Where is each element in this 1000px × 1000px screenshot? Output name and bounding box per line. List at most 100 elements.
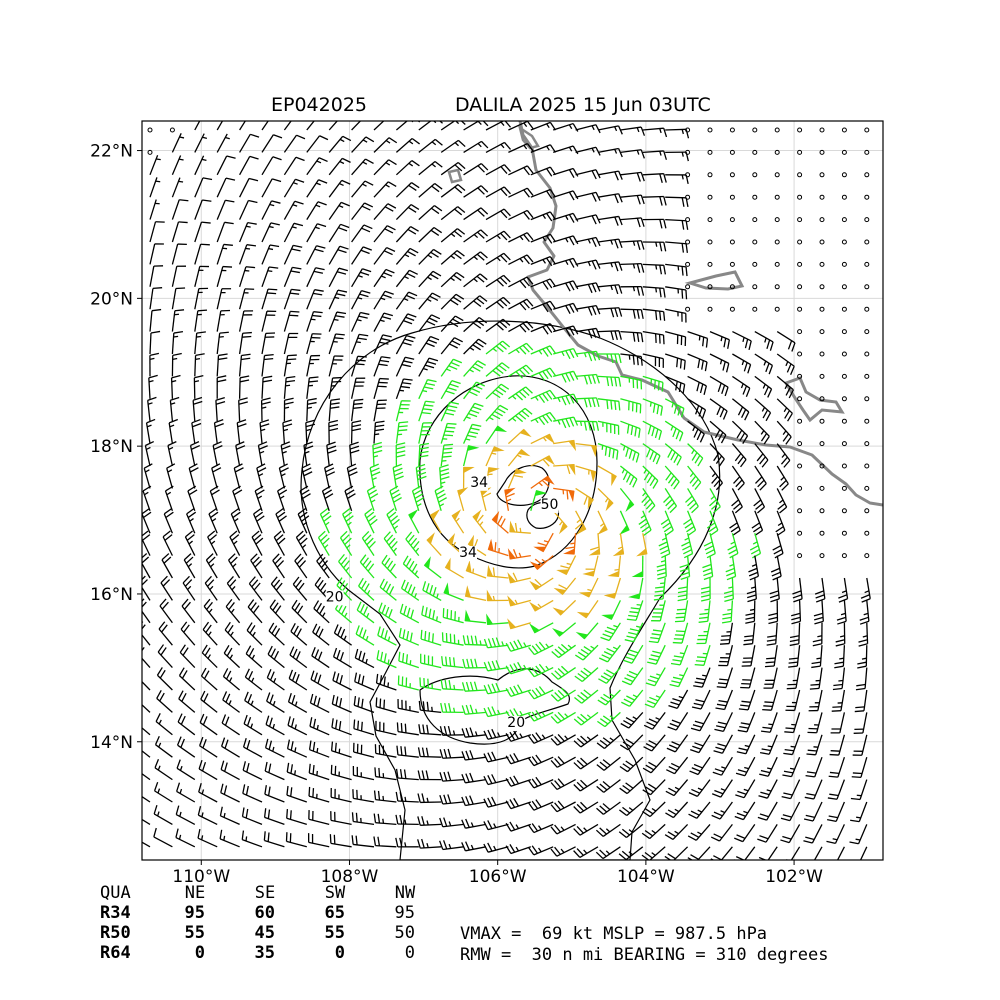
barb-staff bbox=[418, 121, 432, 131]
wind-barb bbox=[721, 600, 734, 624]
barb-staff bbox=[142, 818, 151, 825]
barb-feather bbox=[591, 170, 597, 180]
barb-staff bbox=[351, 268, 363, 288]
wind-barb bbox=[574, 667, 599, 683]
barb-feather bbox=[663, 219, 667, 229]
barb-feather bbox=[640, 263, 645, 273]
barb-feather bbox=[622, 806, 631, 814]
barb-feather bbox=[220, 760, 225, 770]
wind-barb bbox=[626, 600, 644, 621]
barb-feather bbox=[541, 479, 550, 487]
barb-feather bbox=[492, 391, 501, 399]
barb-feather bbox=[626, 635, 636, 639]
wind-barb bbox=[507, 595, 531, 607]
barb-feather bbox=[628, 614, 638, 618]
barb-half-feather bbox=[301, 544, 307, 549]
barb-feather bbox=[618, 284, 623, 294]
wind-barb bbox=[328, 398, 341, 422]
barb-feather bbox=[449, 401, 460, 405]
barb-staff bbox=[626, 779, 644, 795]
calm-marker bbox=[797, 463, 803, 469]
barb-staff bbox=[732, 331, 752, 342]
barb-feather bbox=[549, 300, 557, 310]
wind-barb bbox=[272, 553, 285, 579]
barb-feather bbox=[686, 526, 695, 533]
barb-feather bbox=[550, 826, 558, 835]
barb-feather bbox=[472, 423, 482, 427]
wind-barb bbox=[306, 289, 324, 310]
wind-barb bbox=[283, 288, 301, 310]
barb-staff bbox=[153, 836, 173, 848]
wind-barb bbox=[402, 555, 420, 579]
barb-feather bbox=[565, 418, 571, 428]
barb-feather bbox=[450, 361, 460, 367]
wind-barb bbox=[714, 712, 733, 733]
barb-feather bbox=[576, 737, 585, 746]
wind-barb bbox=[215, 397, 226, 422]
barb-feather bbox=[694, 663, 704, 666]
wind-barb bbox=[687, 420, 705, 443]
barb-feather bbox=[717, 382, 722, 393]
barb-feather bbox=[628, 631, 638, 636]
barb-feather bbox=[211, 463, 221, 469]
wind-barb bbox=[216, 199, 235, 220]
barb-feather bbox=[834, 661, 844, 665]
barb-staff bbox=[814, 756, 823, 778]
barb-feather bbox=[238, 401, 248, 405]
barb-feather bbox=[599, 827, 607, 835]
wind-barb bbox=[285, 832, 307, 848]
barb-feather bbox=[474, 635, 478, 645]
barb-feather bbox=[580, 691, 589, 699]
barb-feather bbox=[386, 225, 396, 231]
barb-staff bbox=[242, 792, 263, 803]
barb-staff bbox=[186, 513, 196, 534]
barb-feather bbox=[402, 629, 406, 639]
barb-half-feather bbox=[470, 822, 474, 827]
barb-feather bbox=[447, 748, 452, 759]
wind-barb bbox=[465, 560, 487, 579]
calm-marker bbox=[841, 441, 847, 447]
barb-feather bbox=[734, 837, 744, 843]
barb-feather bbox=[206, 601, 213, 610]
barb-half-feather bbox=[583, 849, 588, 854]
barb-staff bbox=[311, 655, 330, 669]
barb-flag bbox=[487, 467, 500, 474]
barb-feather bbox=[429, 273, 439, 280]
barb-half-feather bbox=[643, 469, 647, 474]
wind-barb bbox=[303, 441, 314, 467]
barb-feather bbox=[782, 433, 790, 442]
calm-marker bbox=[774, 284, 780, 290]
barb-staff bbox=[351, 246, 364, 265]
barb-feather bbox=[491, 660, 497, 670]
wind-barb bbox=[395, 269, 418, 288]
barb-feather bbox=[193, 400, 203, 405]
barb-feather bbox=[535, 709, 542, 719]
barb-staff bbox=[261, 333, 267, 355]
wind-barb bbox=[418, 335, 440, 355]
barb-feather bbox=[610, 400, 613, 410]
wind-barb bbox=[770, 555, 782, 581]
barb-feather bbox=[526, 276, 534, 285]
barb-staff bbox=[373, 422, 377, 444]
barb-feather bbox=[689, 502, 697, 510]
barb-feather bbox=[861, 598, 871, 603]
barb-feather bbox=[275, 508, 284, 515]
barb-feather bbox=[572, 145, 579, 155]
wind-barb bbox=[552, 599, 577, 616]
barb-feather bbox=[503, 208, 511, 217]
barb-feather bbox=[281, 445, 291, 450]
barb-feather bbox=[709, 529, 719, 537]
barb-staff bbox=[375, 775, 397, 781]
wind-barb bbox=[194, 133, 208, 153]
barb-half-feather bbox=[137, 720, 139, 724]
wind-barb bbox=[171, 221, 188, 243]
barb-staff bbox=[216, 333, 221, 355]
barb-staff bbox=[815, 734, 823, 756]
table-header-cell: NW bbox=[395, 883, 416, 903]
wind-barb bbox=[485, 141, 512, 153]
barb-feather bbox=[785, 727, 795, 730]
barb-feather bbox=[388, 511, 397, 519]
barb-staff bbox=[709, 465, 723, 484]
barb-feather bbox=[283, 423, 293, 428]
barb-flag bbox=[486, 564, 494, 577]
